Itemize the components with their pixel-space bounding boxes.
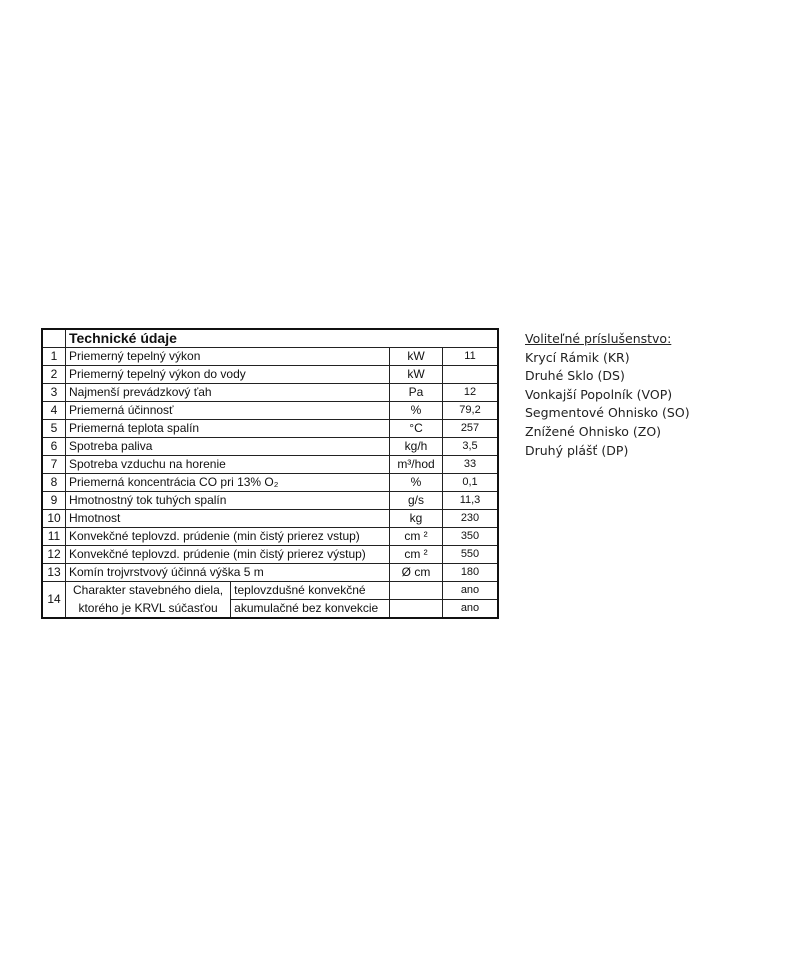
table-row-14b: ktorého je KRVL súčasťou akumulačné bez … — [42, 599, 499, 619]
row-number: 7 — [41, 455, 66, 474]
row-number: 6 — [41, 437, 66, 456]
row-unit: kW — [389, 347, 443, 366]
row-label: Priemerná účinnosť — [65, 401, 390, 420]
optional-accessories: Voliteľné príslušenstvo: Krycí Rámik (KR… — [525, 330, 690, 460]
row-unit: kg — [389, 509, 443, 528]
table-row: 9 Hmotnostný tok tuhých spalín g/s 11,3 — [41, 491, 499, 510]
row-number: 14 — [41, 581, 66, 619]
row-unit: cm ² — [389, 545, 443, 564]
accessory-item: Vonkajší Popolník (VOP) — [525, 386, 673, 402]
row-label: Konvekčné teplovzd. prúdenie (min čistý … — [65, 545, 390, 564]
row-value: 350 — [442, 527, 499, 546]
row-value: 12 — [442, 383, 499, 402]
table-row: 12 Konvekčné teplovzd. prúdenie (min čis… — [41, 545, 499, 564]
row-number: 12 — [41, 545, 66, 564]
row-value: 3,5 — [442, 437, 499, 456]
row-label: Priemerná koncentrácia CO pri 13% O₂ — [65, 473, 390, 492]
row-number: 4 — [41, 401, 66, 420]
row-unit: Pa — [389, 383, 443, 402]
sub-label: akumulačné bez konvekcie — [230, 599, 390, 619]
row-unit: g/s — [389, 491, 443, 510]
table-row: 2 Priemerný tepelný výkon do vody kW — [41, 365, 499, 384]
accessory-item: Druhé Sklo (DS) — [525, 368, 625, 384]
row-label-line2: ktorého je KRVL súčasťou — [64, 599, 232, 619]
sub-value: ano — [442, 599, 499, 619]
row-value — [442, 365, 499, 384]
row-unit: cm ² — [389, 527, 443, 546]
row-label-line1: Charakter stavebného diela, — [64, 581, 232, 600]
row-label: Spotreba vzduchu na horenie — [65, 455, 390, 474]
row-label: Najmenší prevádzkový ťah — [65, 383, 390, 402]
table-row: 10 Hmotnost kg 230 — [41, 509, 499, 528]
row-unit: % — [389, 401, 443, 420]
row-value: 0,1 — [442, 473, 499, 492]
accessory-item: Krycí Rámik (KR) — [525, 349, 630, 365]
row-unit: m³/hod — [389, 455, 443, 474]
row-unit: kg/h — [389, 437, 443, 456]
table-row: 5 Priemerná teplota spalín °C 257 — [41, 419, 499, 438]
header-number-cell — [41, 328, 66, 348]
row-number: 2 — [41, 365, 66, 384]
row-value: 550 — [442, 545, 499, 564]
row-value: 257 — [442, 419, 499, 438]
table-row: 3 Najmenší prevádzkový ťah Pa 12 — [41, 383, 499, 402]
row-number: 1 — [41, 347, 66, 366]
table-row: 7 Spotreba vzduchu na horenie m³/hod 33 — [41, 455, 499, 474]
accessory-item: Druhý plášť (DP) — [525, 442, 629, 458]
row-unit: % — [389, 473, 443, 492]
row-number: 13 — [41, 563, 66, 582]
sub-value: ano — [442, 581, 499, 600]
accessory-item: Segmentové Ohnisko (SO) — [525, 405, 690, 421]
row-label: Komín trojvrstvový účinná výška 5 m — [65, 563, 390, 582]
table-row: 11 Konvekčné teplovzd. prúdenie (min čis… — [41, 527, 499, 546]
row-value: 79,2 — [442, 401, 499, 420]
row-number: 8 — [41, 473, 66, 492]
row-unit: kW — [389, 365, 443, 384]
accessories-heading: Voliteľné príslušenstvo: — [525, 331, 672, 346]
table-row: 6 Spotreba paliva kg/h 3,5 — [41, 437, 499, 456]
sub-label: teplovzdušné konvekčné — [230, 581, 390, 600]
row-unit: Ø cm — [389, 563, 443, 582]
row-value: 11 — [442, 347, 499, 366]
table-header-row: Technické údaje — [41, 328, 499, 348]
row-value: 180 — [442, 563, 499, 582]
row-number: 9 — [41, 491, 66, 510]
row-number: 3 — [41, 383, 66, 402]
technical-data-table: Technické údaje 1 Priemerný tepelný výko… — [41, 328, 499, 619]
accessory-item: Znížené Ohnisko (ZO) — [525, 423, 662, 439]
row-unit: °C — [389, 419, 443, 438]
row-label: Konvekčné teplovzd. prúdenie (min čistý … — [65, 527, 390, 546]
row-label: Priemerný tepelný výkon — [65, 347, 390, 366]
row-label: Spotreba paliva — [65, 437, 390, 456]
row-label: Hmotnost — [65, 509, 390, 528]
row-value: 11,3 — [442, 491, 499, 510]
table-row: 8 Priemerná koncentrácia CO pri 13% O₂ %… — [41, 473, 499, 492]
row-value: 33 — [442, 455, 499, 474]
row-label: Hmotnostný tok tuhých spalín — [65, 491, 390, 510]
row-label: Priemerný tepelný výkon do vody — [65, 365, 390, 384]
row-value: 230 — [442, 509, 499, 528]
table-row: 4 Priemerná účinnosť % 79,2 — [41, 401, 499, 420]
sub-unit — [389, 599, 443, 619]
table-row: 13 Komín trojvrstvový účinná výška 5 m Ø… — [41, 563, 499, 582]
table-row-14: 14 Charakter stavebného diela, teplovzdu… — [41, 581, 499, 619]
row-number: 11 — [41, 527, 66, 546]
row-number: 10 — [41, 509, 66, 528]
table-row: 1 Priemerný tepelný výkon kW 11 — [41, 347, 499, 366]
row-number: 5 — [41, 419, 66, 438]
table-title: Technické údaje — [65, 328, 499, 348]
row-label: Priemerná teplota spalín — [65, 419, 390, 438]
sub-unit — [389, 581, 443, 600]
